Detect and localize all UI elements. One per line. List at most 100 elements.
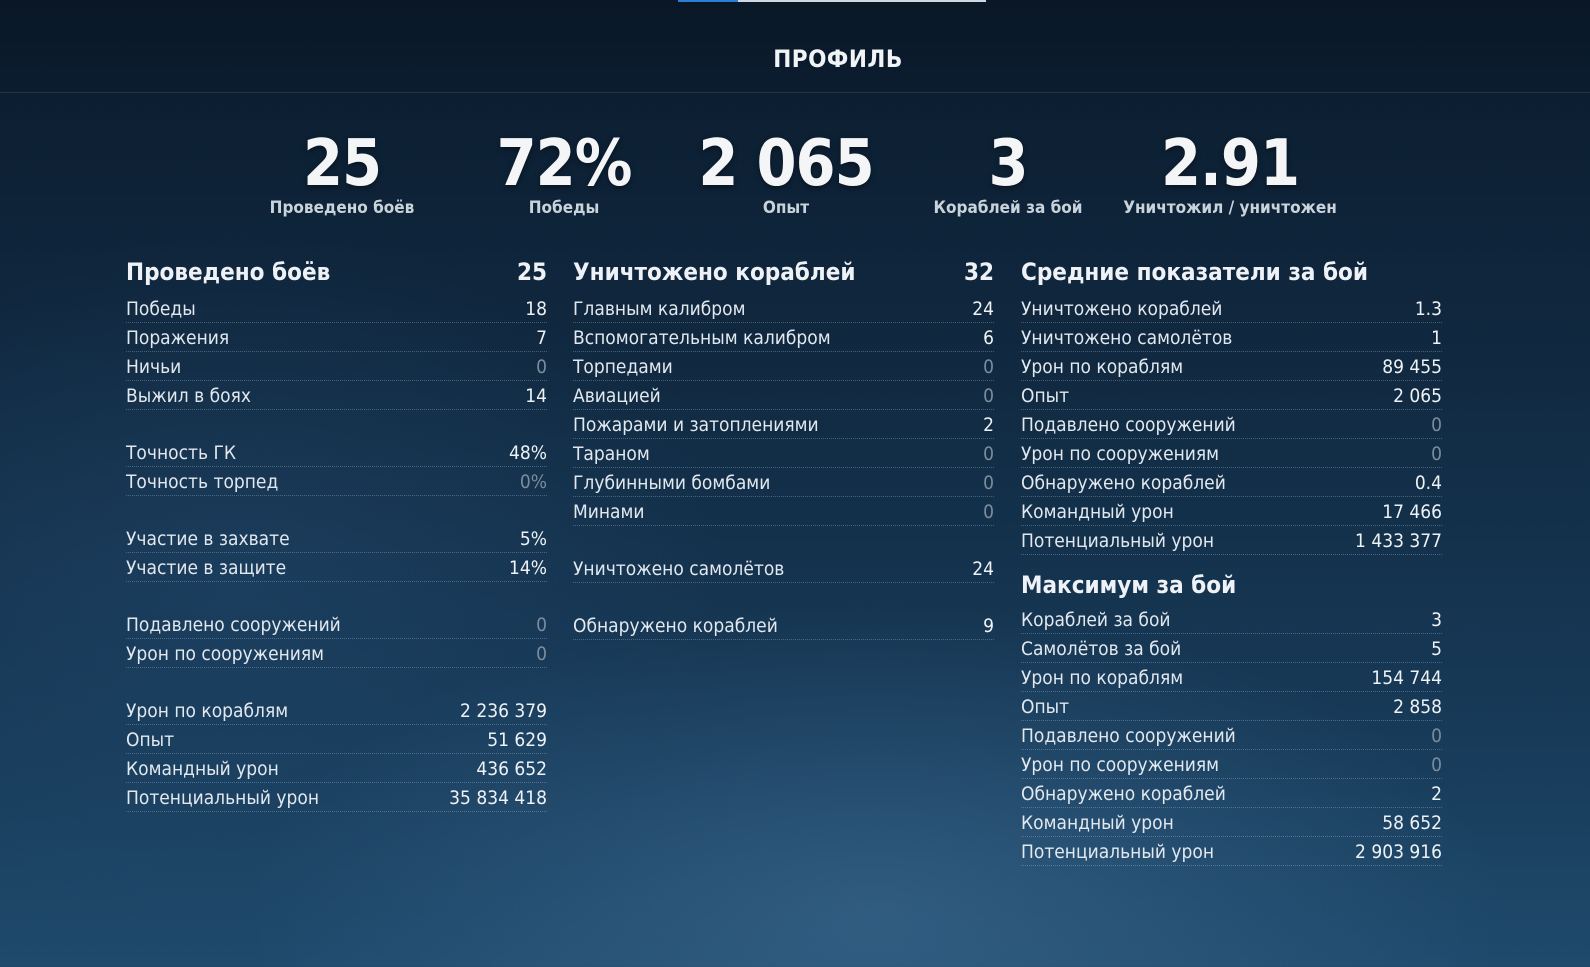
stat-row: Участие в захвате 5%: [126, 524, 547, 553]
stat-row: Командный урон 17 466: [1021, 497, 1442, 526]
stat-label: Выжил в боях: [126, 385, 251, 407]
stat-label: Командный урон: [1021, 812, 1174, 834]
stat-value: 154 744: [1371, 667, 1442, 689]
stat-value: 35 834 418: [449, 787, 547, 809]
stat-value: 0: [536, 643, 547, 665]
summary-label: Уничтожил / уничтожен: [1123, 198, 1337, 218]
stat-value: 0.4: [1414, 472, 1442, 494]
stat-row: Глубинными бомбами 0: [573, 468, 994, 497]
stat-label: Участие в защите: [126, 557, 287, 579]
stat-label: Обнаружено кораблей: [1021, 472, 1226, 494]
stat-row: Урон по сооружениям 0: [1021, 750, 1442, 779]
summary-label: Проведено боёв: [269, 198, 415, 218]
tab-indicator: [678, 0, 738, 2]
stat-value: 0: [1431, 443, 1442, 465]
stat-value: 14: [525, 385, 547, 407]
stat-value: 2 903 916: [1355, 841, 1442, 863]
stat-label: Урон по кораблям: [1021, 667, 1184, 689]
stat-value: 436 652: [476, 758, 547, 780]
stat-value: 24: [972, 558, 994, 580]
stat-value: 5%: [519, 528, 547, 550]
stat-row: Победы 18: [126, 294, 547, 323]
header-bar: ПРОФИЛЬ: [0, 0, 1590, 93]
stat-label: Потенциальный урон: [126, 787, 319, 809]
stat-value: 0: [983, 472, 994, 494]
stat-value: 24: [972, 298, 994, 320]
stat-value: 0: [1431, 754, 1442, 776]
stat-label: Точность торпед: [126, 471, 279, 493]
stat-row: Ничьи 0: [126, 352, 547, 381]
stat-row: Самолётов за бой 5: [1021, 634, 1442, 663]
stat-row: Урон по сооружениям 0: [126, 639, 547, 668]
stat-label: Опыт: [1021, 385, 1070, 407]
stat-row: Тараном 0: [573, 439, 994, 468]
stat-label: Подавлено сооружений: [1021, 725, 1236, 747]
group-spacer: [126, 582, 547, 610]
summary-value: 2 065: [698, 127, 874, 201]
averages-title: Средние показатели за бой: [1021, 258, 1368, 286]
summary-experience: 2 065 Опыт: [676, 128, 896, 218]
stat-value: 2: [1431, 783, 1442, 805]
stat-label: Авиацией: [573, 385, 661, 407]
stat-row: Потенциальный урон 35 834 418: [126, 783, 547, 812]
stat-label: Потенциальный урон: [1021, 530, 1214, 552]
stat-label: Самолётов за бой: [1021, 638, 1182, 660]
stat-row: Подавлено сооружений 0: [126, 610, 547, 639]
stat-row: Командный урон 436 652: [126, 754, 547, 783]
stat-value: 89 455: [1382, 356, 1442, 378]
stat-row: Урон по кораблям 89 455: [1021, 352, 1442, 381]
stat-label: Уничтожено самолётов: [573, 558, 785, 580]
maximum-title: Максимум за бой: [1021, 571, 1237, 599]
stat-value: 51 629: [487, 729, 547, 751]
stat-label: Торпедами: [573, 356, 673, 378]
stat-value: 0: [1431, 725, 1442, 747]
stat-row: Уничтожено самолётов 1: [1021, 323, 1442, 352]
stat-row: Урон по кораблям 2 236 379: [126, 696, 547, 725]
stat-label: Поражения: [126, 327, 230, 349]
stat-label: Главным калибром: [573, 298, 746, 320]
stat-row: Главным калибром 24: [573, 294, 994, 323]
stat-row: Обнаружено кораблей 9: [573, 611, 994, 640]
battles-total: 25: [516, 258, 547, 286]
stat-row: Минами 0: [573, 497, 994, 526]
destroyed-header: Уничтожено кораблей 32: [573, 258, 994, 294]
summary-value: 25: [302, 127, 382, 201]
group-spacer: [126, 410, 547, 438]
stat-value: 2 858: [1393, 696, 1442, 718]
stat-row: Вспомогательным калибром 6: [573, 323, 994, 352]
stat-label: Урон по кораблям: [1021, 356, 1184, 378]
stat-value: 18: [525, 298, 547, 320]
stat-value: 6: [983, 327, 994, 349]
stat-label: Кораблей за бой: [1021, 609, 1171, 631]
stat-label: Уничтожено кораблей: [1021, 298, 1223, 320]
stat-label: Обнаружено кораблей: [573, 615, 778, 637]
stat-row: Обнаружено кораблей 0.4: [1021, 468, 1442, 497]
stat-row: Командный урон 58 652: [1021, 808, 1442, 837]
stat-row: Опыт 2 065: [1021, 381, 1442, 410]
stat-value: 2 065: [1393, 385, 1442, 407]
stat-value: 0: [536, 356, 547, 378]
summary-ships-per-battle: 3 Кораблей за бой: [898, 128, 1118, 218]
stat-value: 0%: [519, 471, 547, 493]
stat-label: Командный урон: [126, 758, 279, 780]
summary-kd-ratio: 2.91 Уничтожил / уничтожен: [1120, 128, 1340, 218]
stat-label: Подавлено сооружений: [1021, 414, 1236, 436]
stat-value: 9: [983, 615, 994, 637]
group-spacer: [573, 583, 994, 611]
stat-label: Потенциальный урон: [1021, 841, 1214, 863]
stat-row: Опыт 51 629: [126, 725, 547, 754]
stat-row: Кораблей за бой 3: [1021, 605, 1442, 634]
stat-label: Опыт: [1021, 696, 1070, 718]
stat-label: Уничтожено самолётов: [1021, 327, 1233, 349]
summary-battles: 25 Проведено боёв: [232, 128, 452, 218]
stat-row: Поражения 7: [126, 323, 547, 352]
battles-title: Проведено боёв: [126, 258, 331, 286]
stat-label: Урон по сооружениям: [1021, 443, 1220, 465]
stat-row: Потенциальный урон 1 433 377: [1021, 526, 1442, 555]
stat-value: 0: [983, 385, 994, 407]
stat-row: Обнаружено кораблей 2: [1021, 779, 1442, 808]
summary-value: 3: [988, 127, 1028, 201]
stat-row: Участие в защите 14%: [126, 553, 547, 582]
stat-row: Уничтожено самолётов 24: [573, 554, 994, 583]
stat-value: 14%: [509, 557, 547, 579]
